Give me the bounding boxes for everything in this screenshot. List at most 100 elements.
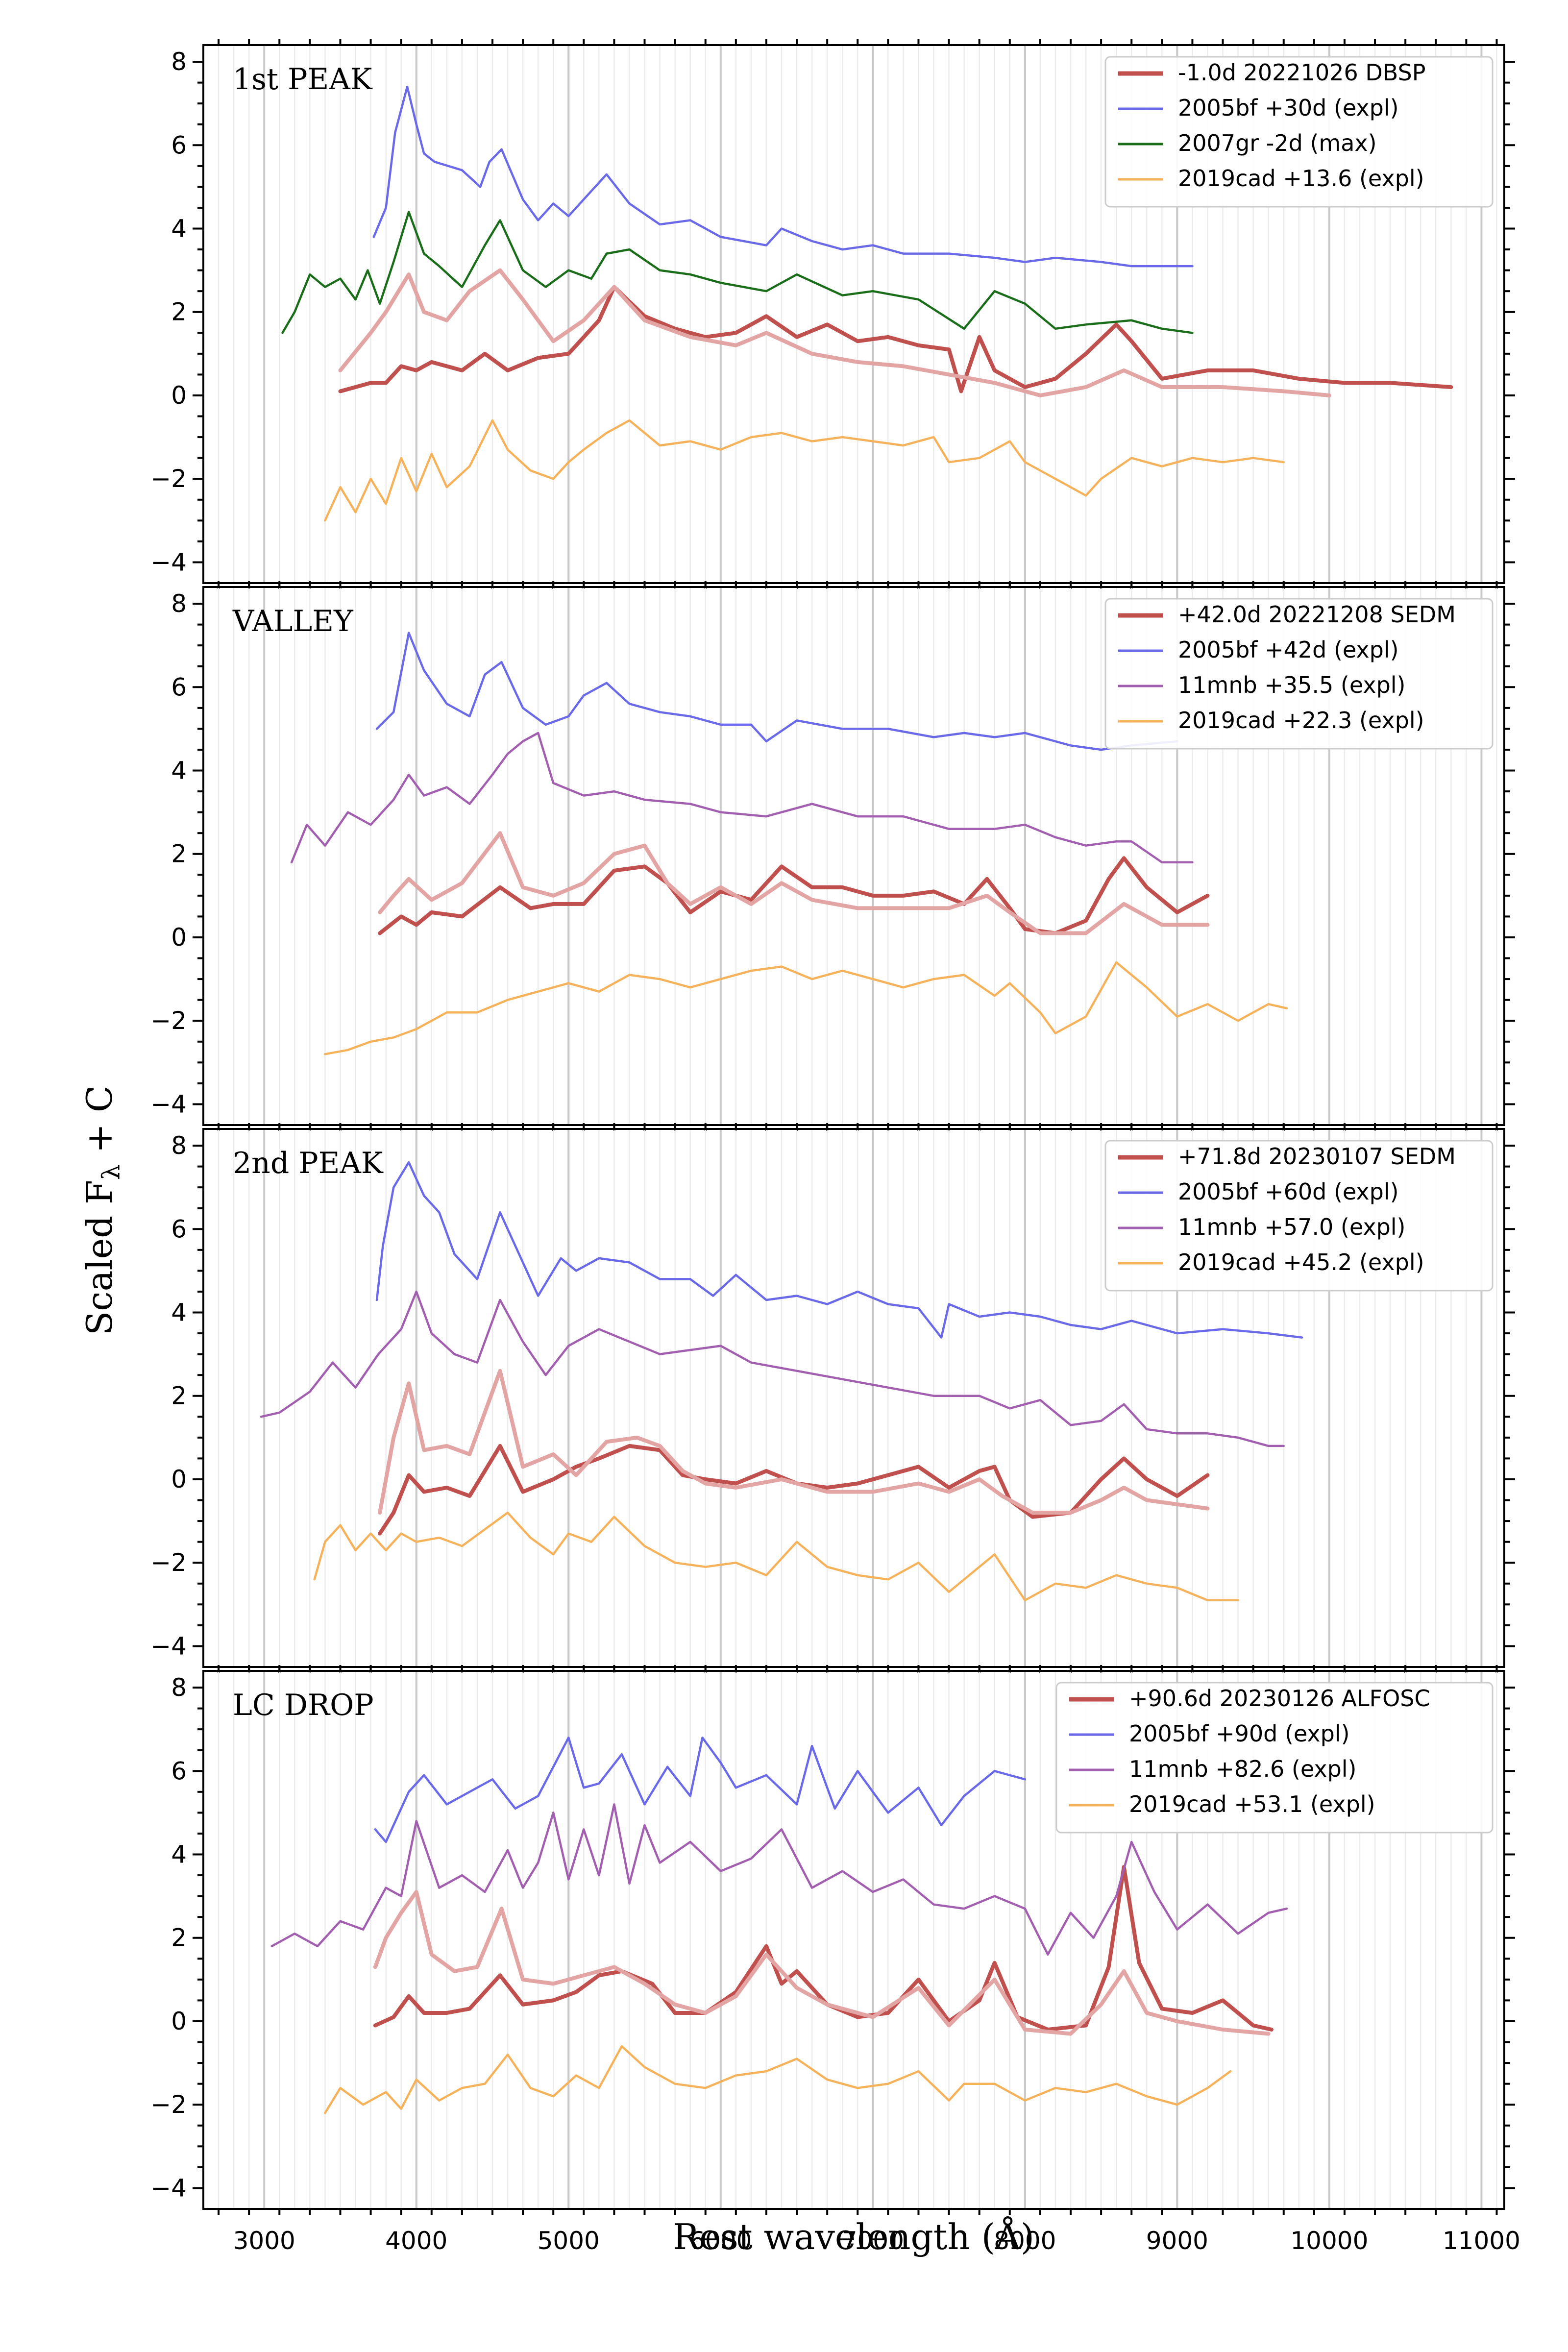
y-tick-label: 6 xyxy=(171,1215,187,1243)
y-tick-label: −4 xyxy=(150,1632,187,1660)
legend-entry: 2019cad +53.1 (expl) xyxy=(1129,1791,1375,1817)
legend-entry: +90.6d 20230126 ALFOSC xyxy=(1129,1685,1430,1712)
y-tick-label: 2 xyxy=(171,298,187,326)
x-tick-label: 11000 xyxy=(1443,2227,1520,2255)
y-tick-label: 6 xyxy=(171,673,187,701)
plot-frame xyxy=(202,1128,1505,1668)
series-line-2 xyxy=(338,268,1331,397)
y-tick-label: 4 xyxy=(171,215,187,243)
panel-4: 3000 4000 5000 6000 7000 8000 9000 10000 11000 −4… xyxy=(150,1665,1520,2255)
y-tick-label: −2 xyxy=(150,1006,187,1035)
y-tick-label: 2 xyxy=(171,1382,187,1410)
x-axis-label: Rest wavelength (Å) xyxy=(673,2216,1034,2257)
series-line-1 xyxy=(338,285,1453,393)
grid xyxy=(218,1671,1497,2209)
y-tick-label: 0 xyxy=(171,923,187,952)
plot-frame xyxy=(202,586,1505,1126)
x-tick-label: 6000 xyxy=(689,2227,752,2255)
legend-box xyxy=(1104,56,1494,208)
x-tick-label: 10000 xyxy=(1290,2227,1368,2255)
legend-entry: 2007gr -2d (max) xyxy=(1178,130,1377,156)
y-tick-label: −2 xyxy=(150,2090,187,2119)
panel-2: −4 −2 0 2 4 6 8 VALLEY +42.0d 20221208 SEDM 2005b… xyxy=(150,581,1515,1131)
series-line-5 xyxy=(324,419,1285,522)
legend-entry: -1.0d 20221026 DBSP xyxy=(1178,59,1425,86)
y-tick-label: 0 xyxy=(171,2007,187,2035)
x-tick-label: 7000 xyxy=(842,2227,904,2255)
series-line-2 xyxy=(373,1890,1271,2036)
plot-frame xyxy=(202,44,1505,584)
panel-label: 1st PEAK xyxy=(233,62,373,97)
series-line-5 xyxy=(313,1511,1239,1602)
legend-entry: 2005bf +42d (expl) xyxy=(1178,637,1399,663)
legend-box xyxy=(1104,1140,1494,1292)
legend-entry: 2019cad +22.3 (expl) xyxy=(1178,707,1424,734)
panel-3: −4 −2 0 2 4 6 8 2nd PEAK +71.8d 20230107 SEDM 200… xyxy=(150,1123,1515,1673)
y-tick-label: −4 xyxy=(150,1090,187,1118)
y-tick-label: 6 xyxy=(171,131,187,159)
legend-entry: 2005bf +30d (expl) xyxy=(1178,95,1399,121)
x-tick-label: 4000 xyxy=(385,2227,447,2255)
y-axis-label: Scaled Fλ + C xyxy=(79,1085,125,1335)
y-tick-label: 8 xyxy=(171,48,187,76)
legend-entry: 2005bf +90d (expl) xyxy=(1129,1720,1350,1747)
x-tick-label: 9000 xyxy=(1146,2227,1208,2255)
series-line-5 xyxy=(324,961,1288,1055)
legend-entry: +71.8d 20230107 SEDM xyxy=(1178,1143,1456,1170)
y-tick-label: 2 xyxy=(171,840,187,868)
series-line-4 xyxy=(270,1803,1288,1956)
y-tick-label: 2 xyxy=(171,1924,187,1952)
y-tick-label: −2 xyxy=(150,465,187,493)
plot-frame xyxy=(202,1670,1505,2210)
legend-entry: 2005bf +60d (expl) xyxy=(1178,1178,1399,1205)
y-tick-label: 6 xyxy=(171,1757,187,1785)
series-line-5 xyxy=(324,2045,1232,2114)
series-line-3 xyxy=(374,1736,1027,1843)
y-tick-label: 8 xyxy=(171,1673,187,1702)
series-line-4 xyxy=(281,211,1194,334)
x-tick-label: 5000 xyxy=(538,2227,600,2255)
y-tick-label: 0 xyxy=(171,1465,187,1494)
legend-entry: 11mnb +57.0 (expl) xyxy=(1178,1214,1406,1240)
legend: -1.0d 20221026 DBSP 2005bf +30d (expl) 200… xyxy=(1104,56,1494,208)
panel-label: VALLEY xyxy=(232,604,354,638)
y-tick-label: 0 xyxy=(171,381,187,410)
y-tick-label: −4 xyxy=(150,2174,187,2202)
series-line-2 xyxy=(378,1369,1210,1515)
series-line-1 xyxy=(373,1865,1274,2032)
panel-label: LC DROP xyxy=(233,1688,374,1722)
legend: +90.6d 20230126 ALFOSC 2005bf +90d (expl)… xyxy=(1055,1682,1494,1834)
y-tick-label: 8 xyxy=(171,1131,187,1160)
legend-box xyxy=(1104,598,1494,750)
y-tick-label: 4 xyxy=(171,757,187,785)
series-line-1 xyxy=(378,1444,1210,1536)
legend-entry: 11mnb +82.6 (expl) xyxy=(1129,1756,1357,1782)
y-tick-label: −2 xyxy=(150,1548,187,1577)
y-axis-label-main: Scaled F xyxy=(79,1180,120,1335)
series-line-2 xyxy=(378,831,1210,935)
y-tick-label: 4 xyxy=(171,1298,187,1327)
y-axis-label-sub: λ xyxy=(97,1164,125,1180)
legend-entry: 11mnb +35.5 (expl) xyxy=(1178,672,1406,698)
legend-entry: +42.0d 20221208 SEDM xyxy=(1178,601,1456,628)
legend-entry: 2019cad +13.6 (expl) xyxy=(1178,165,1424,192)
series-line-3 xyxy=(375,632,1178,751)
x-tick-label: 8000 xyxy=(994,2227,1056,2255)
series-line-4 xyxy=(260,1290,1285,1447)
series-line-3 xyxy=(372,85,1194,268)
series-line-3 xyxy=(375,1161,1303,1339)
legend: +71.8d 20230107 SEDM 2005bf +60d (expl) 11… xyxy=(1104,1140,1494,1292)
y-axis-label-suffix: + C xyxy=(79,1085,120,1164)
panel-label: 2nd PEAK xyxy=(233,1146,384,1180)
legend-entry: 2019cad +45.2 (expl) xyxy=(1178,1249,1424,1275)
x-tick-label: 3000 xyxy=(233,2227,295,2255)
panel-1: −4 −2 0 2 4 6 8 1st PEAK -1.0d 20221026 DBSP 2005… xyxy=(150,39,1515,589)
y-tick-label: 8 xyxy=(171,589,187,618)
y-tick-label: −4 xyxy=(150,548,187,576)
y-tick-label: 4 xyxy=(171,1840,187,1869)
series-line-1 xyxy=(378,856,1210,935)
legend: +42.0d 20221208 SEDM 2005bf +42d (expl) 11… xyxy=(1104,598,1494,750)
legend-box xyxy=(1055,1682,1494,1834)
